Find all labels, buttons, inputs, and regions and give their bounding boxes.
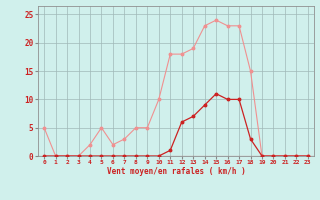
X-axis label: Vent moyen/en rafales ( km/h ): Vent moyen/en rafales ( km/h ): [107, 167, 245, 176]
